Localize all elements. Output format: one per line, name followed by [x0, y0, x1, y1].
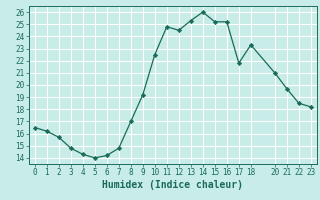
- X-axis label: Humidex (Indice chaleur): Humidex (Indice chaleur): [102, 180, 243, 190]
